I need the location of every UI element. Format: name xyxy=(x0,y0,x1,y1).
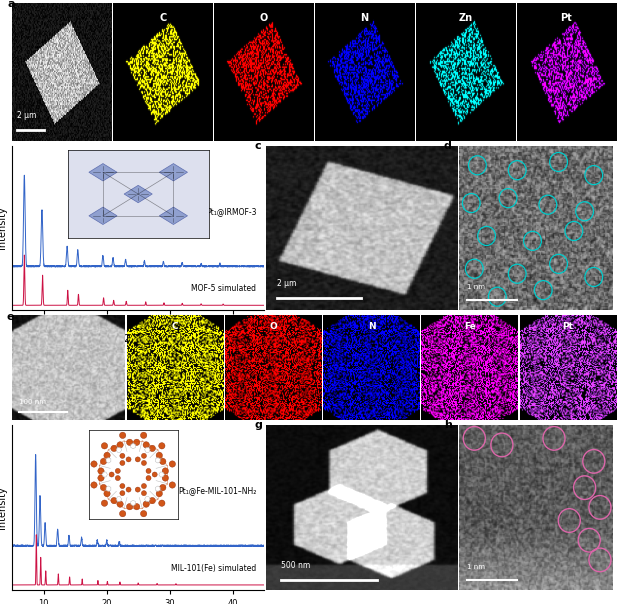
Text: Pt₁@Fe-MIL-101–NH₂: Pt₁@Fe-MIL-101–NH₂ xyxy=(178,486,256,495)
Y-axis label: Intensity: Intensity xyxy=(0,207,7,249)
Text: Fe: Fe xyxy=(464,322,475,331)
Text: d: d xyxy=(444,141,451,150)
Text: g: g xyxy=(254,420,262,430)
Text: a: a xyxy=(7,0,15,9)
Text: MOF-5 simulated: MOF-5 simulated xyxy=(191,284,256,293)
Text: Zn: Zn xyxy=(459,13,472,23)
Text: N: N xyxy=(368,322,375,331)
Text: 1 nm: 1 nm xyxy=(467,284,485,290)
Text: MIL-101(Fe) simulated: MIL-101(Fe) simulated xyxy=(171,564,256,573)
Text: e: e xyxy=(7,312,14,321)
X-axis label: 2θ (°): 2θ (°) xyxy=(124,333,152,344)
Text: 100 nm: 100 nm xyxy=(19,399,46,405)
Text: Pt₁@IRMOF-3: Pt₁@IRMOF-3 xyxy=(206,207,256,216)
Text: 1 nm: 1 nm xyxy=(467,564,485,570)
Text: 500 nm: 500 nm xyxy=(281,561,310,570)
Text: 2 μm: 2 μm xyxy=(277,280,297,289)
Text: c: c xyxy=(254,141,261,150)
Y-axis label: Intensity: Intensity xyxy=(0,486,7,528)
Text: O: O xyxy=(269,322,277,331)
Text: 2 μm: 2 μm xyxy=(17,111,37,120)
Text: Pt: Pt xyxy=(562,322,573,331)
Text: O: O xyxy=(259,13,268,23)
Text: C: C xyxy=(159,13,167,23)
Text: C: C xyxy=(172,322,178,331)
Text: Pt: Pt xyxy=(561,13,572,23)
Text: N: N xyxy=(360,13,369,23)
Text: h: h xyxy=(444,420,451,430)
